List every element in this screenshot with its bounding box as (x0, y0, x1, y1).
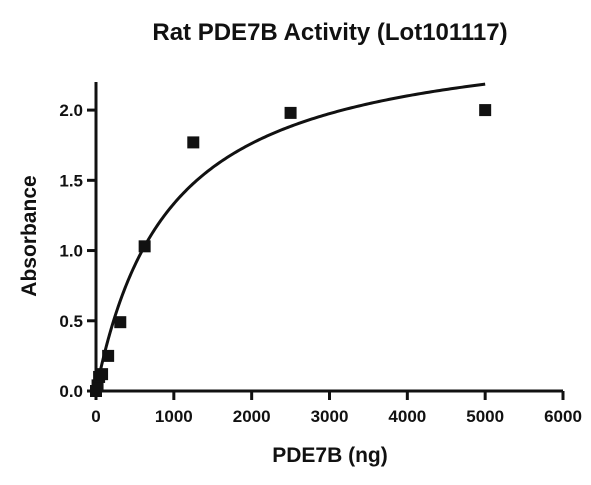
x-tick-label: 3000 (311, 407, 349, 426)
y-tick-label: 1.0 (59, 242, 83, 261)
data-point (187, 136, 200, 149)
x-tick-label: 5000 (466, 407, 504, 426)
x-tick-label: 2000 (233, 407, 271, 426)
data-point (114, 316, 127, 329)
y-tick-label: 0.0 (59, 382, 83, 401)
y-tick-label: 0.5 (59, 312, 83, 331)
data-point (102, 349, 115, 362)
chart-title: Rat PDE7B Activity (Lot101117) (152, 19, 507, 46)
y-axis-label: Absorbance (18, 175, 41, 296)
tick-marks: 0 1000 2000 3000 4000 5000 6000 0.0 0.5 1.0 1.5 2.0 (59, 101, 582, 426)
data-point (284, 106, 297, 119)
data-point (96, 368, 109, 381)
fit-curve (94, 82, 486, 392)
x-axis-label: PDE7B (ng) (272, 444, 388, 467)
x-tick-label: 1000 (155, 407, 193, 426)
data-points (90, 104, 492, 397)
x-tick-label: 0 (91, 407, 100, 426)
x-tick-label: 6000 (544, 407, 582, 426)
data-point (479, 104, 492, 117)
data-point (138, 240, 151, 253)
x-tick-label: 4000 (388, 407, 426, 426)
axes (94, 82, 563, 393)
fit-curve-layer (94, 82, 486, 392)
y-tick-label: 2.0 (59, 101, 83, 120)
y-tick-label: 1.5 (59, 171, 83, 190)
